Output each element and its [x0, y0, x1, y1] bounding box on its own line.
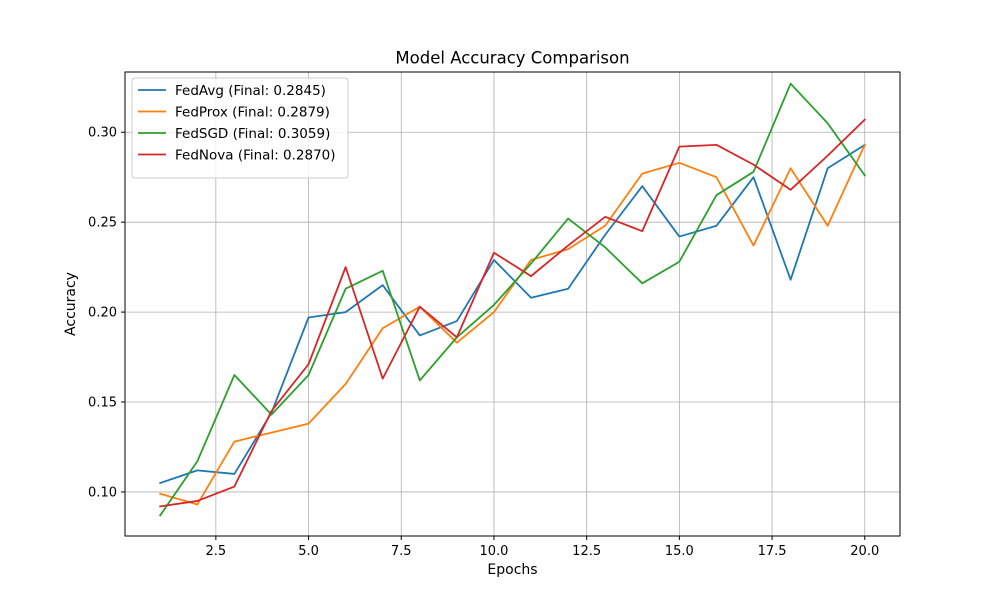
plot-frame: [124, 71, 901, 537]
series-line-fedavg: [159, 143, 867, 485]
y-tick-label: 0.15: [88, 396, 117, 411]
legend-entry-fedavg: FedAvg (Final: 0.2845): [175, 83, 326, 99]
legend: FedAvg (Final: 0.2845) FedProx (Final: 0.…: [131, 77, 349, 179]
x-tick-label: 17.5: [758, 544, 787, 559]
y-axis-label: Accuracy: [63, 272, 79, 336]
legend-entry-fednova: FedNova (Final: 0.2870): [175, 148, 336, 164]
legend-box: [131, 77, 349, 179]
x-tick-label: 2.5: [206, 544, 227, 559]
y-tick-label: 0.25: [88, 216, 117, 231]
x-tick-label: 5.0: [298, 544, 319, 559]
x-tick-label: 7.5: [391, 544, 412, 559]
x-axis-ticks: 2.5 5.0 7.5 10.0 12.5 15.0 17.5 20.0: [206, 536, 879, 559]
x-axis-label: Epochs: [487, 562, 537, 578]
series-line-fedprox: [159, 143, 866, 506]
y-tick-label: 0.30: [88, 126, 117, 141]
series-line-fedsgd: [158, 82, 867, 517]
y-tick-label: 0.20: [88, 306, 117, 321]
legend-entry-fedprox: FedProx (Final: 0.2879): [175, 105, 330, 121]
series-lines: [158, 82, 867, 517]
y-axis-ticks: 0.10 0.15 0.20 0.25 0.30: [88, 126, 125, 500]
series-line-fednova: [159, 118, 867, 508]
x-tick-label: 12.5: [572, 544, 601, 559]
x-tick-label: 15.0: [665, 544, 694, 559]
x-tick-label: 20.0: [850, 544, 879, 559]
y-tick-label: 0.10: [88, 485, 117, 500]
chart-title: Model Accuracy Comparison: [395, 49, 629, 68]
x-tick-label: 10.0: [479, 544, 508, 559]
legend-entry-fedsgd: FedSGD (Final: 0.3059): [175, 126, 330, 142]
